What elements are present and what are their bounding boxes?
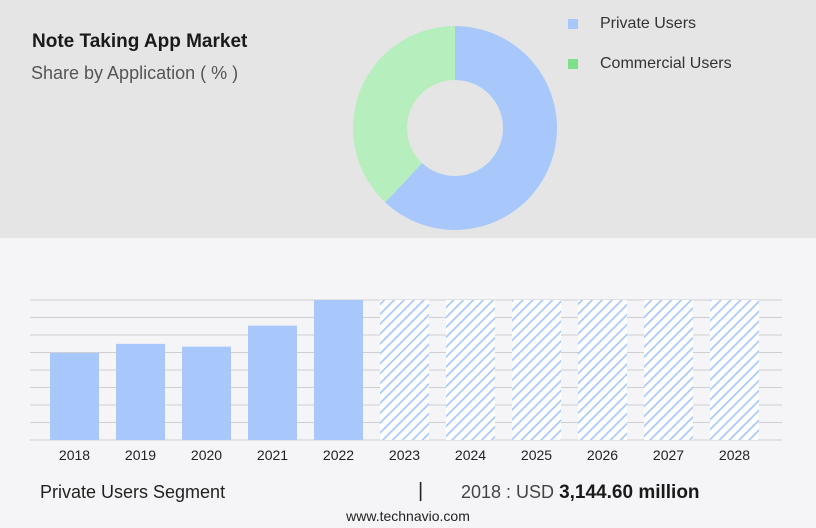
footer-separator: | xyxy=(418,480,424,502)
footer-year-label: 2018 : USD xyxy=(461,482,555,502)
footer-value: 3,144.60 million xyxy=(559,482,700,503)
x-tick-label: 2023 xyxy=(389,447,420,463)
bar-2020 xyxy=(182,346,231,440)
x-tick-label: 2025 xyxy=(521,447,552,463)
source-link[interactable]: www.technavio.com xyxy=(346,508,470,524)
legend-swatch-commercial xyxy=(568,59,578,69)
legend: Private Users Commercial Users xyxy=(568,14,732,94)
x-tick-label: 2027 xyxy=(653,447,684,463)
bar-2028 xyxy=(710,300,759,440)
x-tick-label: 2024 xyxy=(455,447,486,463)
bar-2024 xyxy=(446,300,495,440)
footer-value-text: 2018 : USD 3,144.60 million xyxy=(461,482,700,504)
x-tick-label: 2021 xyxy=(257,447,288,463)
donut-chart xyxy=(353,26,558,231)
bar-2018 xyxy=(50,352,99,440)
x-tick-label: 2020 xyxy=(191,447,222,463)
donut-slice-private-users xyxy=(385,26,558,231)
x-tick-label: 2022 xyxy=(323,447,354,463)
x-tick-label: 2026 xyxy=(587,447,618,463)
legend-item-private: Private Users xyxy=(568,14,732,34)
x-tick-label: 2019 xyxy=(125,447,156,463)
x-tick-label: 2028 xyxy=(719,447,750,463)
bar-2023 xyxy=(380,300,429,440)
legend-item-commercial: Commercial Users xyxy=(568,54,732,74)
legend-label-commercial: Commercial Users xyxy=(600,55,732,72)
bar-2026 xyxy=(578,300,627,440)
bar-2019 xyxy=(116,343,165,440)
bar-2022 xyxy=(314,300,363,440)
bar-2025 xyxy=(512,300,561,440)
footer-segment: Private Users Segment xyxy=(40,482,226,502)
x-axis-ticks: 2018 2019 2020 2021 2022 2023 2024 2025 2026 2027… xyxy=(59,447,750,463)
donut-slice-commercial-users xyxy=(353,26,455,203)
bar-2027 xyxy=(644,300,693,440)
bar-2021 xyxy=(248,325,297,440)
x-tick-label: 2018 xyxy=(59,447,90,463)
chart-subtitle: Share by Application ( % ) xyxy=(31,63,239,83)
legend-swatch-private xyxy=(568,19,578,29)
chart-title: Note Taking App Market xyxy=(32,31,248,52)
legend-label-private: Private Users xyxy=(600,15,697,32)
bar-chart xyxy=(50,300,759,440)
